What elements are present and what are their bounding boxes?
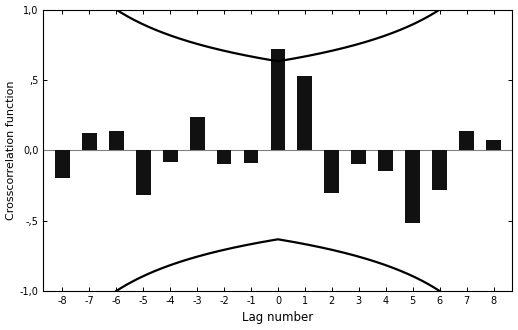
Bar [190,116,205,150]
Bar [163,150,178,162]
Bar [270,49,285,150]
Bar [243,150,258,163]
Bar [378,150,393,171]
Y-axis label: Crosscorrelation function: Crosscorrelation function [6,81,16,220]
Bar [136,150,151,195]
Bar [486,141,501,150]
Bar [82,133,97,150]
Bar [351,150,366,164]
Bar [459,131,474,150]
Bar [432,150,447,190]
Bar [297,76,312,150]
Bar [324,150,339,192]
Bar [217,150,232,164]
Bar [55,150,70,179]
Bar [109,131,124,150]
X-axis label: Lag number: Lag number [242,312,313,324]
Bar [405,150,420,223]
